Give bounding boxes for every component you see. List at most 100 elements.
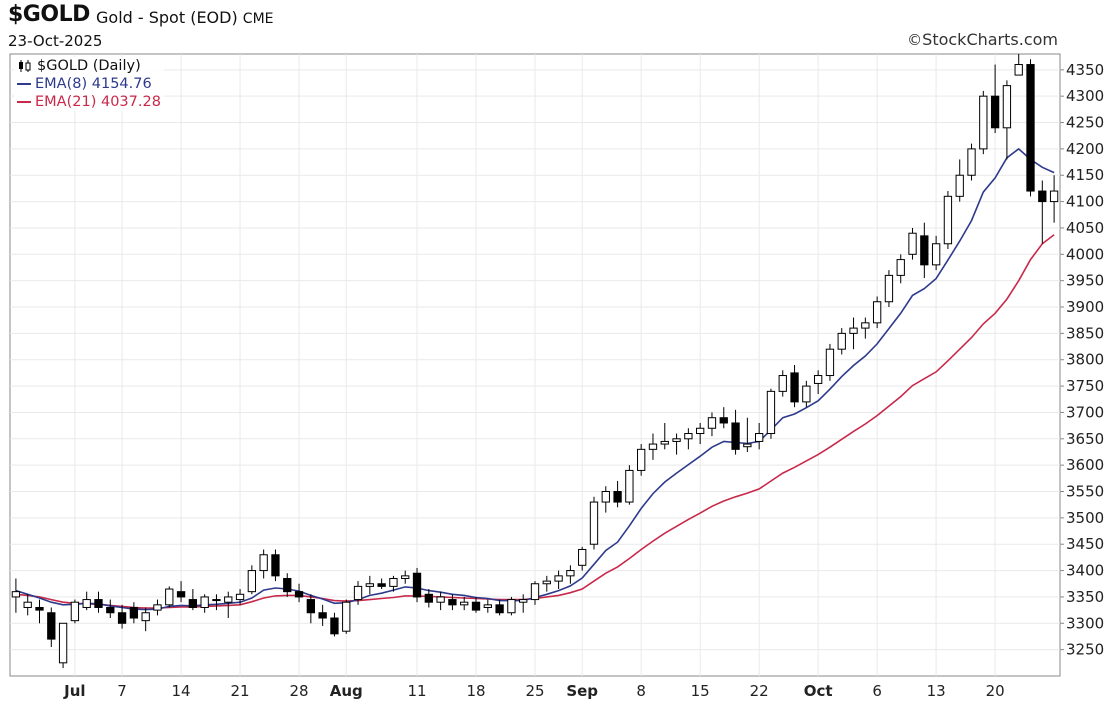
y-tick-label: 3850 [1066,324,1104,342]
y-tick-label: 3750 [1066,377,1104,395]
y-tick-label: 4050 [1066,219,1104,237]
candle-body [920,235,929,266]
candle-body [908,232,917,255]
candle-body [23,601,32,608]
candle-body [967,148,976,176]
candle-body [176,591,186,598]
candle-body [896,259,905,276]
candle-body [306,599,316,614]
y-tick-label: 4250 [1066,114,1104,132]
candle-body [82,599,91,608]
y-tick-label: 3400 [1066,562,1104,580]
x-tick-label: 20 [986,682,1005,700]
x-tick-label: 22 [750,682,769,700]
candle-body [58,622,68,664]
candle-body [507,599,516,614]
candle-body [153,604,162,611]
candle-body [578,548,587,566]
ema21-swatch [17,101,31,103]
candle-body [943,195,953,245]
candle-body [707,417,717,429]
candle-body [613,491,622,503]
candle-body [35,606,44,611]
y-tick-label: 3450 [1066,535,1104,553]
legend-ema21: EMA(21) 4037.28 [17,93,161,111]
candle-body [495,604,504,614]
candle-body [861,322,870,329]
y-tick-label: 4300 [1066,87,1104,105]
candle-body [530,583,540,601]
candle-body [342,601,351,632]
candle-body [94,599,103,608]
candle-body [731,422,740,450]
candle-body [436,596,445,603]
candle-body [684,433,693,440]
candle-body [318,612,327,619]
instrument-title: Gold - Spot (EOD) CME [96,8,274,27]
legend-main-label: $GOLD (Daily) [37,58,141,74]
brand-name: StockCharts.com [922,30,1058,49]
candle-body [330,617,339,635]
candle-body [424,593,433,603]
candle-body [212,599,221,602]
candle-body [519,599,528,603]
legend-ema8: EMA(8) 4154.76 [17,75,161,93]
legend-main: $GOLD (Daily) [17,57,161,75]
x-tick-label: 18 [466,682,485,700]
x-tick-label: 11 [407,682,426,700]
chart-date: 23-Oct-2025 [8,32,103,50]
candle-body [884,274,894,303]
candle-body [672,438,681,442]
candle-body [601,491,610,503]
y-tick-label: 3700 [1066,403,1104,421]
candle-body [813,375,823,384]
x-tick-label: Aug [330,682,363,700]
x-tick-label: 7 [117,682,127,700]
y-tick-label: 3800 [1066,351,1104,369]
y-tick-label: 3300 [1066,614,1104,632]
candle-body [566,570,575,577]
x-tick-label: Jul [63,682,85,700]
y-tick-label: 4200 [1066,140,1104,158]
candle-body [70,601,80,622]
candle-body [1026,64,1035,192]
x-tick-label: Sep [566,682,598,700]
y-tick-label: 3550 [1066,483,1104,501]
candle-body [106,606,115,614]
candle-body [589,501,599,545]
candle-body [990,95,1000,129]
candle-body [755,433,764,442]
candle-body [637,448,646,471]
candle-body [353,585,363,601]
candle-body [790,372,799,403]
candle-body [955,174,964,197]
y-tick-label: 4350 [1066,61,1104,79]
x-tick-label: 14 [172,682,191,700]
x-tick-label: 28 [289,682,308,700]
candle-body [129,606,139,619]
ema8-swatch [17,83,31,85]
candle-body [283,577,292,593]
x-tick-label: Oct [804,682,833,700]
candle-body [766,390,776,435]
candle-body [224,596,233,603]
legend-ema21-label: EMA(21) 4037.28 [35,94,161,110]
candle-body [849,327,858,334]
candle-body [931,243,941,266]
x-tick-label: 6 [872,682,882,700]
chart-legend: $GOLD (Daily) EMA(8) 4154.76 EMA(21) 403… [14,57,164,111]
x-tick-label: 25 [525,682,544,700]
candle-body [825,348,835,377]
y-tick-label: 3650 [1066,430,1104,448]
exchange-label: CME [242,11,274,27]
candle-body [648,443,658,450]
candle-body [1014,64,1023,76]
candle-body [365,583,374,587]
candle-body [660,440,669,445]
brand-watermark: ©StockCharts.com [907,30,1058,49]
candle-body [377,583,386,587]
y-tick-label: 4100 [1066,193,1104,211]
copyright-icon: © [907,31,923,49]
candle-body [401,575,410,579]
candle-body [412,572,422,598]
